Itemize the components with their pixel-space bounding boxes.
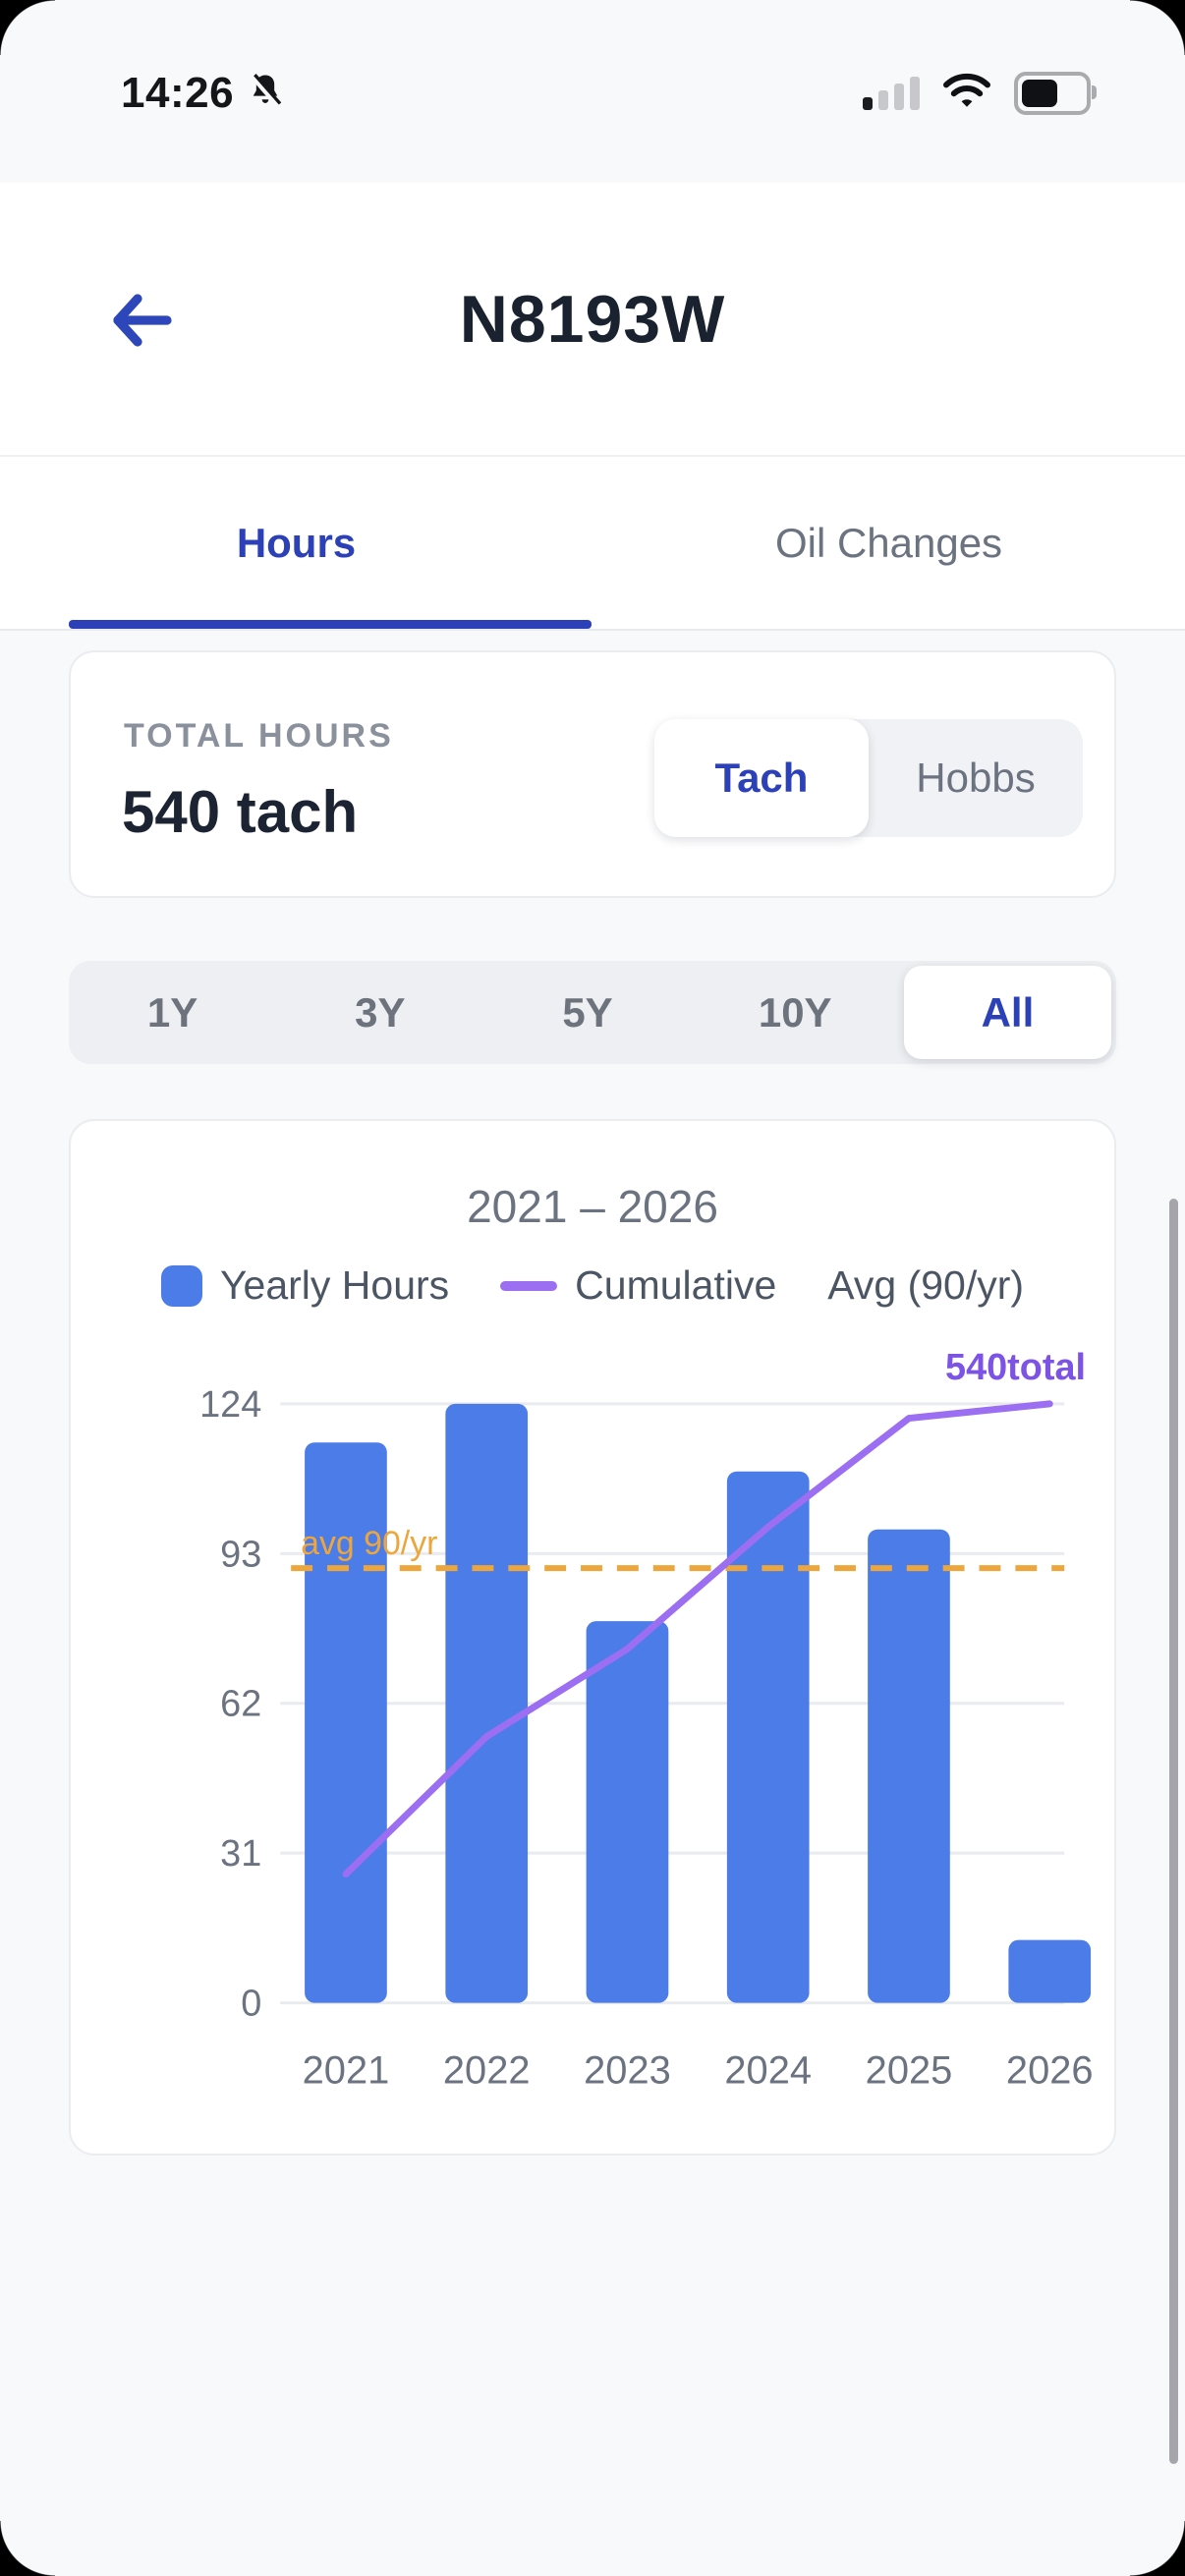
bar-2023[interactable] [586, 1621, 669, 2003]
bell-slash-icon [244, 70, 287, 118]
bar-swatch-icon [160, 1264, 202, 1307]
legend-item-avg: Avg (90/yr) [827, 1262, 1024, 1309]
x-axis-label: 2023 [584, 2048, 671, 2092]
y-axis-tick: 93 [220, 1534, 261, 1575]
legend-item-yearly-hours: Yearly Hours [160, 1262, 450, 1309]
toggle-option-tach[interactable]: Tach [654, 719, 869, 837]
range-option-10y[interactable]: 10Y [758, 988, 832, 1036]
legend-item-cumulative: Cumulative [500, 1262, 776, 1309]
toggle-option-hobbs[interactable]: Hobbs [916, 755, 1036, 801]
clock: 14:26 [121, 69, 235, 117]
tab-oil-changes[interactable]: Oil Changes [774, 519, 1003, 566]
chart-title: 2021 – 2026 [467, 1181, 718, 1232]
bar-2021[interactable] [305, 1442, 387, 2003]
range-option-3y[interactable]: 3Y [355, 988, 406, 1036]
range-option-5y[interactable]: 5Y [562, 988, 613, 1036]
range-option-all[interactable]: All [903, 966, 1112, 1059]
device-corner [0, 2521, 55, 2576]
legend-label: Yearly Hours [219, 1262, 450, 1308]
page-title: N8193W [459, 281, 726, 357]
y-axis-tick: 0 [241, 1984, 261, 2025]
battery-icon [1014, 71, 1097, 115]
tab-bar: Hours Oil Changes [0, 457, 1185, 631]
line-swatch-icon [500, 1280, 558, 1291]
bar-2022[interactable] [445, 1403, 529, 2003]
average-line-label: avg 90/yr [301, 1525, 437, 1562]
status-bar: 14:26 [0, 0, 1185, 183]
cumulative-line [342, 1400, 1053, 1878]
hours-chart-svg: 0 31 62 93 124 avg 90/yr 540total 2021 2022 2023 2… [199, 1347, 1094, 2092]
wifi-icon [941, 71, 992, 115]
cumulative-total-label: 540total [945, 1347, 1086, 1388]
active-tab-indicator [69, 620, 592, 629]
cellular-signal-icon [863, 76, 920, 110]
scrollbar[interactable] [1169, 1199, 1178, 2464]
y-axis-tick: 31 [220, 1833, 261, 1875]
y-axis-tick: 62 [220, 1684, 261, 1725]
x-axis-label: 2026 [1006, 2048, 1094, 2092]
range-option-1y[interactable]: 1Y [146, 988, 198, 1036]
x-axis-label: 2021 [303, 2048, 390, 2092]
x-axis-label: 2024 [724, 2048, 812, 2092]
bar-2024[interactable] [726, 1471, 810, 2003]
total-hours-card: TOTAL HOURS 540 tach Tach Hobbs [69, 650, 1116, 898]
tach-hobbs-toggle: Tach Hobbs [654, 719, 1083, 837]
tab-hours[interactable]: Hours [236, 519, 357, 566]
device-corner [1130, 2521, 1185, 2576]
chart-legend: Yearly Hours Cumulative Avg (90/yr) [71, 1262, 1114, 1309]
legend-label: Cumulative [575, 1262, 777, 1308]
x-axis-label: 2022 [443, 2048, 531, 2092]
time-range-selector: 1Y 3Y 5Y 10Y All [69, 961, 1116, 1064]
total-hours-value: 540 tach [122, 779, 359, 845]
total-hours-label: TOTAL HOURS [124, 717, 394, 755]
legend-label: Avg (90/yr) [827, 1262, 1025, 1308]
bar-2026[interactable] [1008, 1939, 1092, 2003]
content-area: TOTAL HOURS 540 tach Tach Hobbs 1Y 3Y 5Y… [0, 650, 1185, 2156]
bar-2025[interactable] [868, 1529, 950, 2003]
chart-card: 2021 – 2026 Yearly Hours Cumulative Avg … [69, 1119, 1116, 2156]
header: N8193W [0, 183, 1185, 457]
back-button[interactable] [94, 273, 189, 367]
x-axis-label: 2025 [866, 2048, 953, 2092]
y-axis-tick: 124 [199, 1384, 261, 1426]
